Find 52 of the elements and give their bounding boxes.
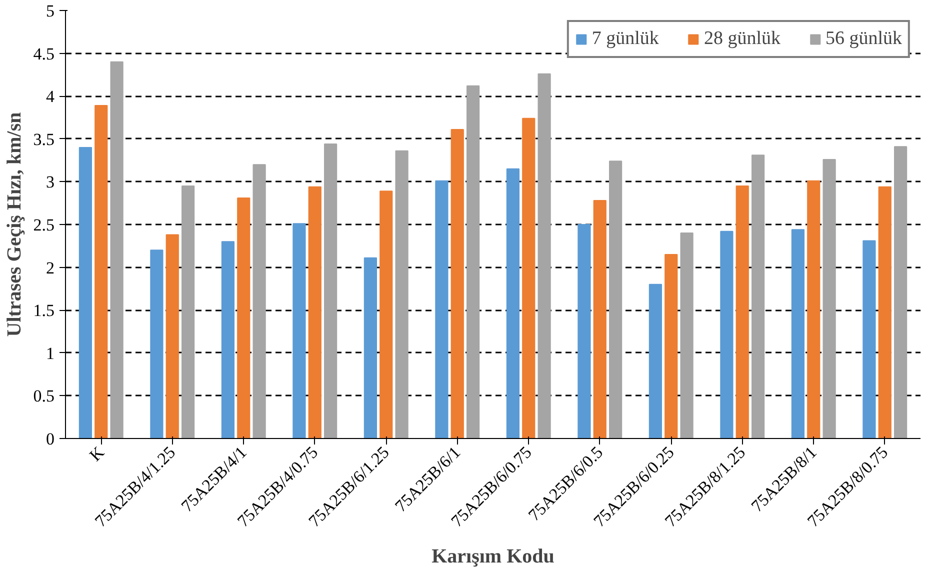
- legend-label: 28 günlük: [704, 28, 780, 50]
- bar: [608, 160, 622, 438]
- bar: [78, 146, 92, 438]
- bar: [166, 234, 179, 438]
- bar: [110, 61, 124, 438]
- bar: [720, 230, 734, 438]
- y-tick-label: 2.5: [33, 216, 54, 234]
- legend-label: 7 günlük: [592, 28, 659, 50]
- bar: [522, 118, 536, 438]
- bar: [324, 144, 338, 438]
- bar: [237, 197, 250, 438]
- bar: [252, 164, 266, 438]
- y-tick-label: 4: [46, 87, 55, 106]
- bar: [680, 232, 694, 438]
- y-tick-label: 2: [46, 258, 54, 278]
- bar: [450, 128, 464, 438]
- y-tick-label: 1: [46, 344, 54, 363]
- bar: [506, 168, 520, 438]
- bar: [878, 186, 892, 438]
- bar: [578, 224, 591, 438]
- y-tick-label: 0.5: [33, 386, 54, 406]
- y-axis-title: Ultrases Geçiş Hızı, km/sn: [3, 112, 26, 337]
- bar: [736, 185, 749, 438]
- y-tick-label: 3.5: [33, 130, 54, 149]
- legend-label: 56 günlük: [825, 28, 902, 50]
- bar: [751, 154, 765, 438]
- bar: [221, 241, 235, 438]
- y-tick-label: 1.5: [33, 301, 54, 320]
- bar: [648, 284, 662, 438]
- bar: [466, 85, 480, 438]
- bar: [292, 223, 306, 438]
- bar: [538, 73, 551, 438]
- y-tick-label: 3: [46, 172, 54, 192]
- bar: [150, 250, 164, 438]
- bar: [308, 186, 322, 438]
- bar: [364, 257, 378, 438]
- x-axis-title: Karışım Kodu: [432, 545, 554, 568]
- bar: [94, 105, 108, 438]
- y-tick-label: 4.5: [33, 44, 54, 64]
- bar: [593, 200, 606, 438]
- y-tick-label: 0: [46, 430, 54, 448]
- y-tick-label: 5: [46, 2, 54, 20]
- bar: [380, 190, 393, 438]
- bar: [894, 146, 908, 438]
- bar: [862, 240, 876, 438]
- bar: [822, 158, 836, 438]
- bar: [791, 229, 805, 438]
- bar: [807, 180, 820, 438]
- bar: [181, 185, 195, 438]
- bar: [435, 180, 448, 438]
- bar: [395, 150, 408, 438]
- bar: [664, 254, 678, 438]
